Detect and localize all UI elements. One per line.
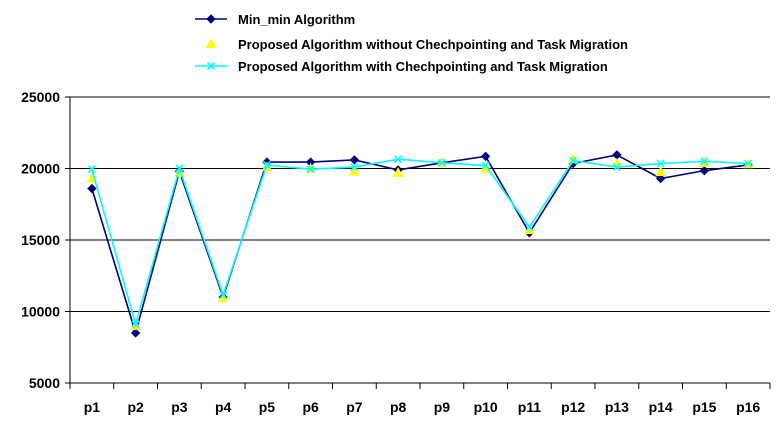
legend-label: Proposed Algorithm without Chechpointing… [238,37,628,52]
data-point-x [206,61,216,71]
data-point-x [219,290,228,300]
x-tick-label: p2 [127,399,144,415]
legend-item: Proposed Algorithm without Chechpointing… [205,37,628,52]
data-point-diamond [87,183,97,194]
legend-item: Proposed Algorithm with Chechpointing an… [195,59,608,74]
data-point-triangle [205,38,217,49]
data-point-diamond [699,165,710,176]
series-line [91,154,749,336]
data-point-diamond [349,155,360,165]
y-axis-ticks: 5000 10000 15000 20000 25000 [21,89,70,391]
y-tick-label: 5000 [29,375,60,391]
data-point-diamond [480,151,491,162]
x-tick-label: p16 [736,399,760,415]
data-point-x [700,157,709,166]
data-point-x [131,320,140,329]
x-tick-label: p13 [605,399,629,415]
data-point-x [744,159,753,168]
data-point-triangle [349,165,360,176]
x-tick-label: p4 [215,399,232,415]
x-tick-label: p7 [346,399,363,415]
legend: Min_min Algorithm Proposed Algorithm with… [195,12,628,74]
data-point-x [175,164,184,173]
x-tick-label: p3 [171,399,188,415]
x-tick-label: p10 [474,399,498,415]
x-tick-label: p15 [692,399,716,415]
series-2 [86,153,754,330]
data-point-diamond [655,173,666,184]
x-tick-label: p6 [302,399,319,415]
y-tick-label: 20000 [21,161,60,177]
x-tick-label: p9 [434,399,451,415]
series-layer [86,150,754,338]
data-point-x [87,165,96,174]
x-tick-label: p11 [518,399,542,415]
series-line [91,158,749,328]
data-point-x [656,159,665,168]
gridlines [70,96,770,312]
data-point-x [350,163,359,172]
legend-item: Min_min Algorithm [195,12,355,27]
x-tick-label: p5 [259,399,276,415]
data-point-triangle [392,167,404,177]
series-3 [87,155,753,329]
data-point-diamond [206,14,216,24]
data-point-x [262,160,271,169]
legend-label: Min_min Algorithm [238,12,355,27]
data-point-x [306,165,315,174]
data-point-x [394,155,403,164]
x-tick-label: p12 [561,399,585,415]
y-tick-label: 15000 [21,232,60,248]
data-point-diamond [612,150,622,160]
data-point-x [569,156,578,165]
legend-label: Proposed Algorithm with Chechpointing an… [238,59,608,74]
data-point-x [612,163,621,172]
data-point-diamond [130,328,141,338]
x-tick-label: p14 [649,399,673,415]
data-point-x [481,161,490,170]
x-tick-label: p1 [84,399,101,415]
data-point-x [437,158,446,167]
data-point-triangle [655,166,666,177]
y-tick-label: 25000 [21,89,60,105]
y-tick-label: 10000 [21,304,60,320]
x-axis-ticks: p1 p2 p3 p4 p5 p6 p7 p8 p9 p10 p11 p12 p13 p14 p15 p16 [69,383,771,415]
x-tick-label: p8 [390,399,407,415]
data-point-x [525,223,534,232]
series-1 [87,150,753,338]
